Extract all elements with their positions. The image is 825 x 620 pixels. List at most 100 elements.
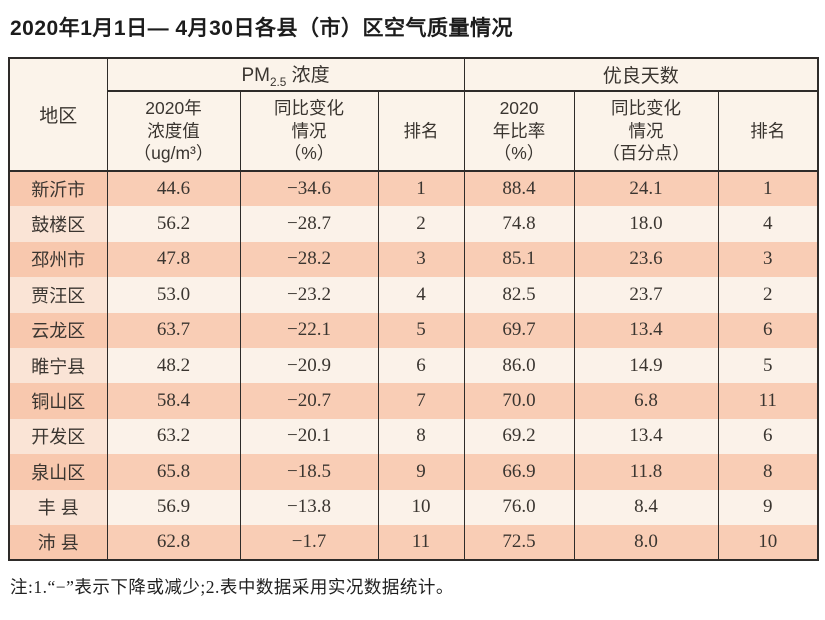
- pm-change-cell: −22.1: [239, 312, 379, 348]
- good-rate-cell: 74.8: [463, 206, 575, 242]
- pm-change-cell: −20.9: [239, 347, 379, 384]
- air-quality-table: 地区 PM2.5 浓度 优良天数 2020年 浓度值 （ug/m³） 同比变化 …: [8, 57, 820, 562]
- pm-rank-cell: 9: [377, 454, 465, 490]
- good-change-cell: 13.4: [573, 418, 719, 455]
- table-body: 新沂市 44.6 −34.6 1 88.4 24.1 1 鼓楼区 56.2 −2…: [8, 171, 819, 561]
- good-change-cell: 11.8: [573, 454, 719, 490]
- pm-value-cell: 62.8: [106, 524, 241, 561]
- good-rank-cell: 11: [717, 383, 819, 419]
- pm-change-cell: −20.7: [239, 383, 379, 419]
- good-rate-cell: 72.5: [463, 524, 575, 561]
- pm-change-cell: −23.2: [239, 277, 379, 313]
- table-row: 贾汪区 53.0 −23.2 4 82.5 23.7 2: [8, 277, 819, 313]
- region-cell: 贾汪区: [8, 277, 108, 313]
- region-cell: 沛 县: [8, 524, 108, 561]
- good-rate-cell: 82.5: [463, 277, 575, 313]
- table-row: 铜山区 58.4 −20.7 7 70.0 6.8 11: [8, 383, 819, 419]
- pm-rank-cell: 4: [377, 277, 465, 313]
- pm-value-cell: 48.2: [106, 347, 241, 384]
- col-header-region: 地区: [8, 58, 108, 172]
- col-group-good-days: 优良天数: [463, 58, 819, 92]
- good-change-cell: 8.4: [573, 489, 719, 525]
- col-header-pm-value: 2020年 浓度值 （ug/m³）: [106, 91, 241, 172]
- pm25-label-suffix: 浓度: [286, 65, 330, 87]
- good-change-cell: 24.1: [573, 171, 719, 207]
- col-header-good-rate: 2020 年比率 （%）: [463, 91, 575, 172]
- good-change-cell: 18.0: [573, 206, 719, 242]
- pm-rank-cell: 1: [377, 171, 465, 207]
- pm-rank-cell: 5: [377, 312, 465, 348]
- pm-change-cell: −28.2: [239, 241, 379, 278]
- region-cell: 开发区: [8, 418, 108, 455]
- good-rank-cell: 10: [717, 524, 819, 561]
- good-rate-cell: 66.9: [463, 454, 575, 490]
- table-header: 地区 PM2.5 浓度 优良天数 2020年 浓度值 （ug/m³） 同比变化 …: [8, 58, 819, 172]
- table-row: 丰 县 56.9 −13.8 10 76.0 8.4 9: [8, 489, 819, 525]
- pm-rank-cell: 8: [377, 418, 465, 455]
- good-rank-cell: 1: [717, 171, 819, 207]
- pm-rank-cell: 7: [377, 383, 465, 419]
- group-header-row: 地区 PM2.5 浓度 优良天数: [8, 58, 819, 172]
- pm-value-cell: 53.0: [106, 277, 241, 313]
- col-group-pm25: PM2.5 浓度: [106, 58, 465, 92]
- good-rate-cell: 69.2: [463, 418, 575, 455]
- table-row: 云龙区 63.7 −22.1 5 69.7 13.4 6: [8, 312, 819, 348]
- good-rank-cell: 4: [717, 206, 819, 242]
- table-row: 鼓楼区 56.2 −28.7 2 74.8 18.0 4: [8, 206, 819, 242]
- pm25-label-subscript: 2.5: [269, 75, 287, 89]
- region-cell: 鼓楼区: [8, 206, 108, 242]
- pm-change-cell: −13.8: [239, 489, 379, 525]
- table-row: 泉山区 65.8 −18.5 9 66.9 11.8 8: [8, 454, 819, 490]
- good-rate-cell: 85.1: [463, 241, 575, 278]
- table-row: 邳州市 47.8 −28.2 3 85.1 23.6 3: [8, 241, 819, 278]
- region-cell: 泉山区: [8, 454, 108, 490]
- good-change-cell: 23.6: [573, 241, 719, 278]
- pm25-label-prefix: PM: [241, 65, 270, 87]
- table-row: 新沂市 44.6 −34.6 1 88.4 24.1 1: [8, 171, 819, 207]
- pm-rank-cell: 2: [377, 206, 465, 242]
- col-header-pm-change: 同比变化 情况 （%）: [239, 91, 379, 172]
- good-change-cell: 6.8: [573, 383, 719, 419]
- good-change-cell: 23.7: [573, 277, 719, 313]
- good-rate-cell: 76.0: [463, 489, 575, 525]
- good-rate-cell: 69.7: [463, 312, 575, 348]
- footnote: 注:1.“−”表示下降或减少;2.表中数据采用实况数据统计。: [10, 577, 454, 598]
- good-rank-cell: 8: [717, 454, 819, 490]
- table-row: 睢宁县 48.2 −20.9 6 86.0 14.9 5: [8, 347, 819, 384]
- col-header-pm-rank: 排名: [377, 91, 465, 172]
- pm-rank-cell: 10: [377, 489, 465, 525]
- good-rate-cell: 86.0: [463, 347, 575, 384]
- table-row: 开发区 63.2 −20.1 8 69.2 13.4 6: [8, 418, 819, 455]
- pm-rank-cell: 11: [377, 524, 465, 561]
- good-change-cell: 8.0: [573, 524, 719, 561]
- region-cell: 云龙区: [8, 312, 108, 348]
- good-rank-cell: 6: [717, 312, 819, 348]
- good-change-cell: 13.4: [573, 312, 719, 348]
- good-rank-cell: 3: [717, 241, 819, 278]
- region-cell: 邳州市: [8, 241, 108, 278]
- pm-value-cell: 44.6: [106, 171, 241, 207]
- region-cell: 铜山区: [8, 383, 108, 419]
- good-rank-cell: 9: [717, 489, 819, 525]
- pm-change-cell: −1.7: [239, 524, 379, 561]
- table-row: 沛 县 62.8 −1.7 11 72.5 8.0 10: [8, 524, 819, 561]
- pm-change-cell: −18.5: [239, 454, 379, 490]
- good-rate-cell: 88.4: [463, 171, 575, 207]
- pm-value-cell: 47.8: [106, 241, 241, 278]
- good-rank-cell: 6: [717, 418, 819, 455]
- region-cell: 丰 县: [8, 489, 108, 525]
- pm-value-cell: 63.2: [106, 418, 241, 455]
- region-cell: 新沂市: [8, 171, 108, 207]
- pm-rank-cell: 6: [377, 347, 465, 384]
- pm-change-cell: −20.1: [239, 418, 379, 455]
- col-header-good-change: 同比变化 情况 （百分点）: [573, 91, 719, 172]
- col-header-good-rank: 排名: [717, 91, 819, 172]
- pm-value-cell: 56.9: [106, 489, 241, 525]
- pm-value-cell: 58.4: [106, 383, 241, 419]
- good-rate-cell: 70.0: [463, 383, 575, 419]
- pm-rank-cell: 3: [377, 241, 465, 278]
- pm-change-cell: −28.7: [239, 206, 379, 242]
- good-change-cell: 14.9: [573, 347, 719, 384]
- pm-change-cell: −34.6: [239, 171, 379, 207]
- good-rank-cell: 2: [717, 277, 819, 313]
